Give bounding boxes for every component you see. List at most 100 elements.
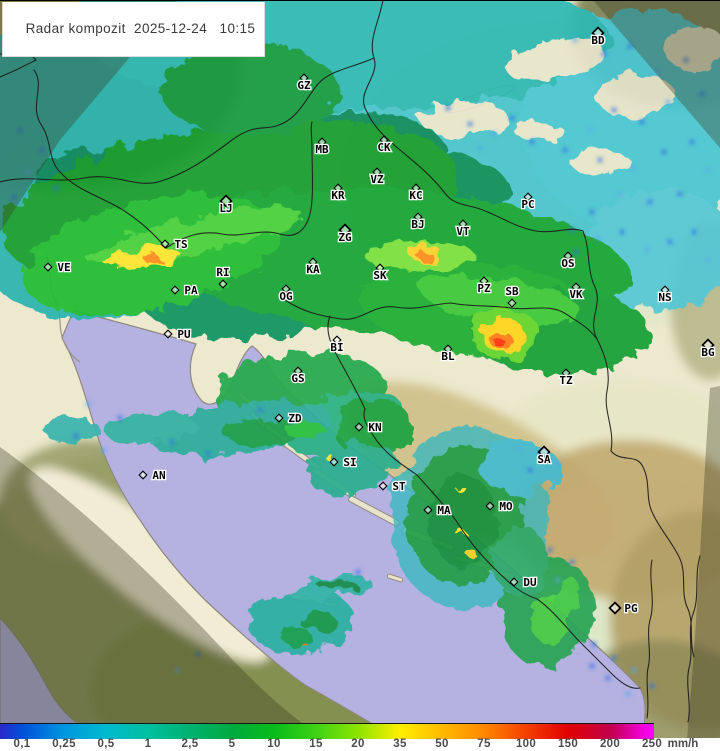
city-code: VZ xyxy=(370,173,384,186)
city-marker: RI xyxy=(215,265,231,289)
city-diamond-icon xyxy=(537,445,551,459)
city-code: KC xyxy=(409,189,422,202)
city-marker: MA xyxy=(423,503,452,518)
precip-speck xyxy=(620,230,624,234)
precip-speck xyxy=(692,230,696,234)
city-diamond-icon xyxy=(138,470,148,480)
city-code: PZ xyxy=(477,282,491,295)
precip-speck xyxy=(606,676,610,680)
precip-speck xyxy=(516,446,520,450)
city-marker: GZ xyxy=(296,73,312,93)
city-diamond-icon xyxy=(458,219,468,229)
legend-background xyxy=(0,738,720,751)
city-code: PU xyxy=(177,328,191,341)
precip-speck xyxy=(573,38,577,42)
city-code: ZG xyxy=(338,231,352,244)
city-code: BI xyxy=(330,341,343,354)
country-borders xyxy=(0,0,700,722)
legend-tick: 15 xyxy=(309,738,323,750)
city-code: TS xyxy=(174,238,187,251)
city-code: CK xyxy=(377,141,391,154)
city-code: MO xyxy=(499,500,513,513)
precip-speck xyxy=(12,196,16,200)
city-diamond-icon xyxy=(163,329,173,339)
legend-tick: 250 xyxy=(641,738,663,750)
city-diamond-icon xyxy=(413,212,423,222)
precip-speck xyxy=(528,468,532,472)
precip-speck xyxy=(74,434,78,438)
precip-specks xyxy=(12,38,710,696)
precip-speck xyxy=(632,668,636,672)
city-diamond-icon xyxy=(160,239,170,249)
city-marker: PA xyxy=(170,283,199,298)
precip-speck xyxy=(446,106,450,110)
city-code: VK xyxy=(569,288,583,301)
city-diamond-icon xyxy=(571,282,581,292)
city-marker: SB xyxy=(504,284,520,308)
city-marker: BD xyxy=(590,26,606,48)
legend-tick: 0,1 xyxy=(13,738,31,750)
city-code: AN xyxy=(152,469,165,482)
city-marker: ZD xyxy=(274,411,303,426)
city-marker: VT xyxy=(455,219,471,239)
city-markers: BD GZ MB CK VZ KR KC PC LJ ZG TS VE RI PA OG PU KA SK BJ VT… xyxy=(43,26,716,616)
city-diamond-icon xyxy=(379,135,389,145)
city-marker: MO xyxy=(485,499,514,514)
city-marker: OS xyxy=(560,251,576,271)
precip-speck xyxy=(612,656,616,660)
city-code: PC xyxy=(521,198,534,211)
precip-speck xyxy=(356,570,360,574)
precip-speck xyxy=(556,578,560,582)
precip-speck xyxy=(556,462,560,466)
city-diamond-icon xyxy=(591,26,605,40)
city-diamond-icon xyxy=(378,481,388,491)
city-diamond-icon xyxy=(523,192,533,202)
precip-speck xyxy=(170,440,174,444)
precip-speck xyxy=(206,452,210,456)
precip-speck xyxy=(478,146,482,150)
precip-speck xyxy=(26,170,30,174)
city-marker: PU xyxy=(163,327,192,342)
city-marker: KA xyxy=(305,257,321,277)
precip-speck xyxy=(548,548,552,552)
city-diamond-icon xyxy=(479,276,489,286)
precip-speck xyxy=(668,240,672,244)
city-marker: AN xyxy=(138,468,167,483)
city-marker: ZG xyxy=(337,223,353,245)
legend-tick: 0,5 xyxy=(97,738,115,750)
city-marker: SK xyxy=(372,263,388,283)
legend-tick: 35 xyxy=(393,738,407,750)
city-diamond-icon xyxy=(170,285,180,295)
precip-speck xyxy=(592,642,596,646)
city-diamond-icon xyxy=(561,368,571,378)
legend-tick: 0,25 xyxy=(52,738,76,750)
title-bar: Radar kompozit 2025-12-24 10:15 xyxy=(2,2,266,57)
precip-speck xyxy=(590,664,594,668)
city-marker: OG xyxy=(278,284,294,304)
city-code: DU xyxy=(523,576,537,589)
precip-speck xyxy=(648,200,652,204)
precip-speck xyxy=(468,122,472,126)
city-diamond-icon xyxy=(660,285,670,295)
city-diamond-icon xyxy=(333,183,343,193)
legend-tick: 5 xyxy=(228,738,236,750)
city-code: GZ xyxy=(297,79,311,92)
precip-speck xyxy=(530,140,534,144)
city-diamond-icon xyxy=(274,413,284,423)
legend-tick: 2,5 xyxy=(181,738,199,750)
city-diamond-icon xyxy=(308,257,318,267)
city-marker: TS xyxy=(160,237,189,252)
precip-speck xyxy=(706,168,710,172)
precip-speck xyxy=(574,250,578,254)
city-code: SA xyxy=(537,453,551,466)
city-code: SI xyxy=(343,456,356,469)
city-marker: BG xyxy=(700,338,716,360)
city-marker: ST xyxy=(378,479,407,494)
precip-speck xyxy=(40,148,44,152)
precip-speck xyxy=(18,128,22,132)
city-code: SK xyxy=(373,269,387,282)
city-diamond-icon xyxy=(43,262,53,272)
legend-tick: 200 xyxy=(599,738,621,750)
precip-speck xyxy=(618,192,622,196)
